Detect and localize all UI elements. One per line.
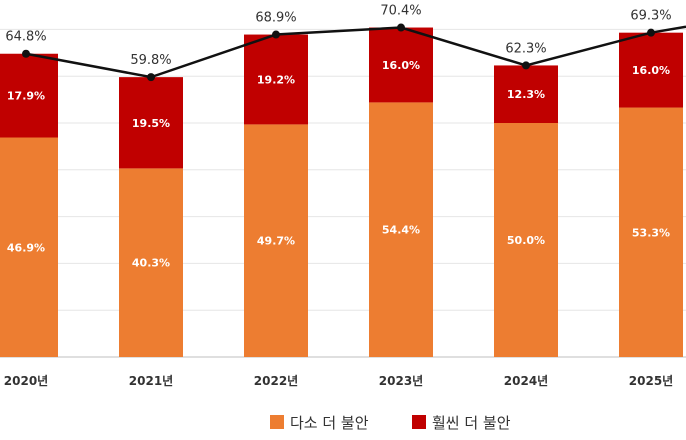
segment-value-label: 17.9% xyxy=(7,90,45,103)
total-line-point xyxy=(647,28,655,37)
x-tick-label: 2025년 xyxy=(629,374,673,388)
segment-value-label: 49.7% xyxy=(257,235,295,248)
bar-segment-somewhat-anxious xyxy=(369,102,433,358)
segment-value-label: 50.0% xyxy=(507,234,545,247)
x-tick-label: 2020년 xyxy=(4,374,48,388)
segment-value-label: 46.9% xyxy=(7,241,45,254)
bar-segment-somewhat-anxious xyxy=(494,123,558,357)
total-value-label: 69.3% xyxy=(630,9,671,24)
bar-segment-much-more-anxious xyxy=(369,27,433,103)
bars xyxy=(0,27,683,358)
bar-segment-somewhat-anxious xyxy=(119,168,183,357)
legend-swatch-much-more-anxious xyxy=(412,415,426,429)
total-value-label: 64.8% xyxy=(5,30,46,45)
segment-value-label: 19.5% xyxy=(132,117,170,130)
legend-label-much-more-anxious: 훨씬 더 불안 xyxy=(432,414,511,432)
segment-value-label: 54.4% xyxy=(382,224,420,237)
segment-labels: 46.9% 17.9% 40.3% 19.5% 49.7% 19.2% 54.4% 16.0%… xyxy=(7,59,670,270)
segment-value-label: 16.0% xyxy=(382,59,420,72)
segment-value-label: 16.0% xyxy=(632,64,670,77)
legend-label-somewhat-anxious: 다소 더 불안 xyxy=(290,414,369,432)
total-value-label: 70.4% xyxy=(380,4,421,19)
x-tick-label: 2023년 xyxy=(379,374,423,388)
bar-segment-much-more-anxious xyxy=(244,34,308,125)
bar-segment-much-more-anxious xyxy=(119,77,183,169)
total-line-point xyxy=(22,49,30,58)
bar-segment-somewhat-anxious xyxy=(619,107,683,357)
total-value-label: 59.8% xyxy=(130,53,171,68)
total-line-path xyxy=(25,25,686,79)
total-line-point xyxy=(397,23,405,32)
x-tick-label: 2021년 xyxy=(129,374,173,388)
total-line-point xyxy=(522,61,530,70)
bar-segment-somewhat-anxious xyxy=(0,137,58,357)
bar-segment-much-more-anxious xyxy=(619,32,683,108)
total-value-label: 68.9% xyxy=(255,11,296,26)
segment-value-label: 19.2% xyxy=(257,73,295,86)
segment-value-label: 40.3% xyxy=(132,257,170,270)
legend-swatch-somewhat-anxious xyxy=(270,415,284,429)
total-value-label: 62.3% xyxy=(505,41,546,56)
x-tick-label: 2022년 xyxy=(254,374,298,388)
total-labels: 64.8% 59.8% 68.9% 70.4% 62.3% 69.3% xyxy=(5,4,671,69)
total-line xyxy=(22,23,686,82)
legend: 다소 더 불안 훨씬 더 불안 xyxy=(270,414,511,432)
segment-value-label: 12.3% xyxy=(507,88,545,101)
bar-segment-much-more-anxious xyxy=(0,53,58,138)
x-axis-ticks: 2020년 2021년 2022년 2023년 2024년 2025년 xyxy=(4,374,673,388)
segment-value-label: 53.3% xyxy=(632,226,670,239)
bar-segment-somewhat-anxious xyxy=(244,124,308,358)
total-line-point xyxy=(147,73,155,82)
x-tick-label: 2024년 xyxy=(504,374,548,388)
gridlines xyxy=(0,28,686,358)
bar-segment-much-more-anxious xyxy=(494,65,558,123)
total-line-point xyxy=(272,30,280,39)
